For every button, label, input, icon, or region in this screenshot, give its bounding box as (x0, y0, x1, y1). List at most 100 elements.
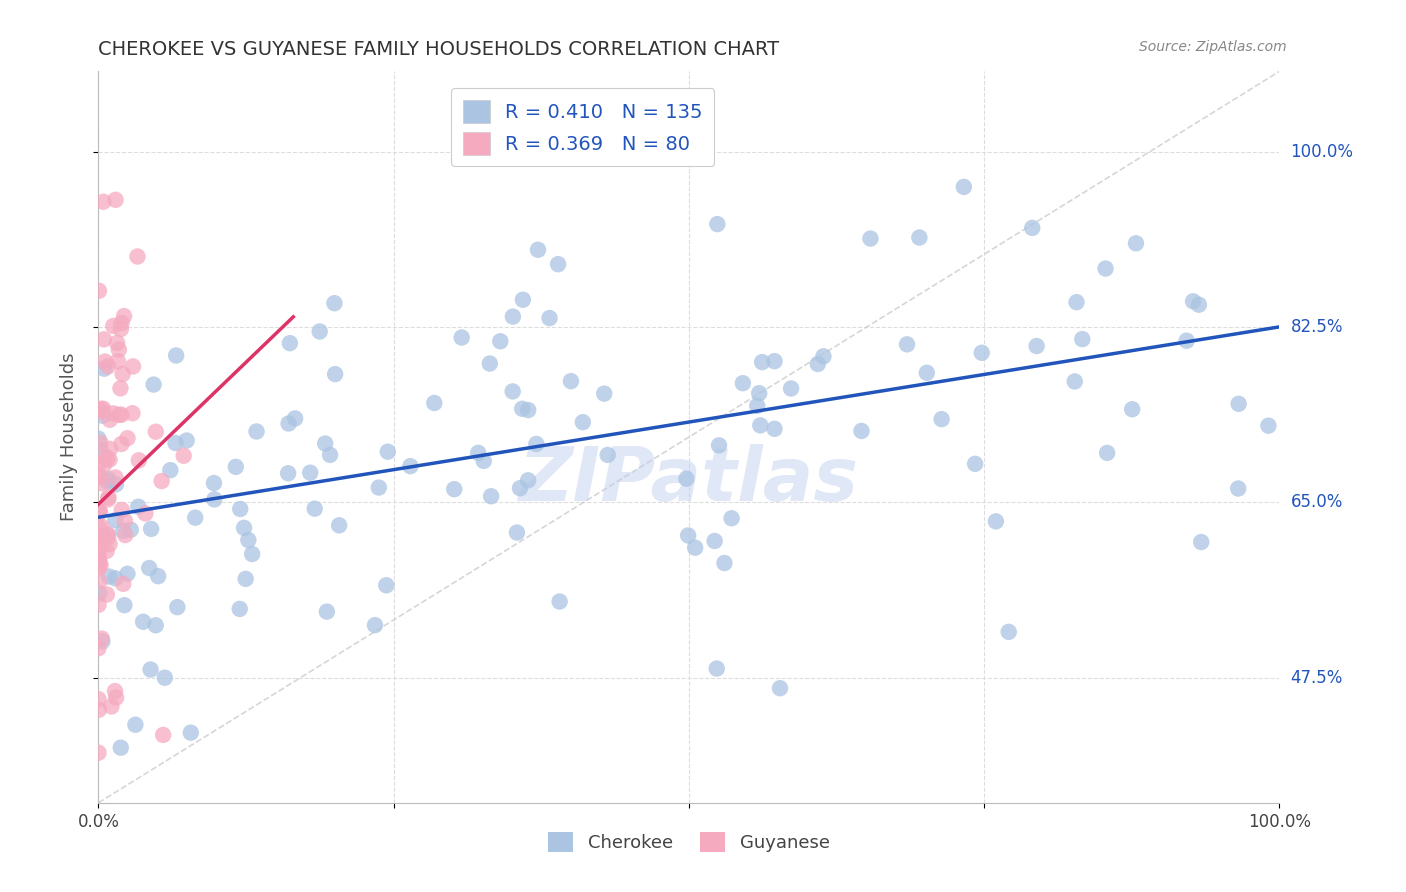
Point (859, 231, 882, 245)
Point (112, 309, 135, 323)
Point (89, 505, 111, 519)
Point (94, 450, 117, 464)
Point (683, 541, 706, 555)
Y-axis label: Family Households: Family Households (59, 353, 77, 521)
Point (675, 472, 697, 486)
Point (1063, 375, 1085, 389)
Point (572, 415, 595, 429)
Point (94, 354, 117, 368)
Point (502, 310, 524, 324)
Point (139, 522, 162, 536)
Point (128, 453, 150, 467)
Point (323, 296, 346, 310)
Point (139, 663, 162, 677)
Point (107, 354, 129, 368)
Point (152, 728, 174, 742)
Point (87, 549, 110, 563)
Point (235, 572, 257, 586)
Point (97, 490, 120, 504)
Point (89, 404, 111, 418)
Point (111, 316, 134, 330)
Point (707, 438, 730, 452)
Point (509, 481, 531, 495)
Point (134, 507, 156, 521)
Point (87, 692, 110, 706)
Point (813, 349, 835, 363)
Point (87, 458, 110, 472)
Point (124, 717, 146, 731)
Point (1025, 339, 1047, 353)
Point (89, 574, 111, 589)
Point (506, 525, 529, 540)
Point (467, 446, 489, 460)
Text: 47.5%: 47.5% (1291, 668, 1343, 687)
Point (375, 578, 398, 592)
Point (127, 250, 149, 264)
Point (104, 470, 127, 484)
Point (96, 474, 118, 488)
Point (517, 403, 540, 417)
Point (87, 284, 110, 298)
Point (1175, 334, 1198, 348)
Point (105, 335, 128, 350)
Point (98, 537, 121, 551)
Point (277, 417, 299, 431)
Point (747, 399, 769, 413)
Point (142, 377, 165, 392)
Point (96, 451, 118, 466)
Legend: Cherokee, Guyanese: Cherokee, Guyanese (541, 824, 837, 860)
Point (984, 514, 1007, 528)
Point (146, 569, 169, 583)
Point (122, 359, 145, 374)
Point (93, 332, 115, 346)
Point (970, 345, 993, 359)
Point (548, 594, 571, 608)
Point (110, 437, 132, 451)
Text: Source: ZipAtlas.com: Source: ZipAtlas.com (1139, 40, 1286, 54)
Point (713, 556, 735, 570)
Point (547, 257, 569, 271)
Point (184, 510, 207, 524)
Text: 65.0%: 65.0% (1291, 493, 1343, 511)
Point (104, 193, 127, 207)
Point (93, 194, 115, 209)
Text: 100.0%: 100.0% (1291, 143, 1354, 161)
Point (91, 634, 114, 648)
Point (593, 386, 616, 401)
Point (173, 449, 195, 463)
Point (225, 459, 247, 474)
Point (997, 624, 1019, 639)
Point (277, 467, 299, 481)
Point (132, 615, 155, 629)
Point (319, 448, 342, 462)
Point (87, 703, 110, 717)
Point (1066, 295, 1088, 310)
Point (1227, 482, 1250, 496)
Point (1094, 261, 1116, 276)
Point (763, 354, 786, 368)
Point (110, 408, 132, 422)
Text: 82.5%: 82.5% (1291, 318, 1343, 336)
Point (703, 534, 725, 549)
Point (512, 293, 534, 307)
Point (97, 492, 120, 507)
Point (111, 503, 134, 517)
Point (89, 503, 111, 517)
Point (1021, 221, 1043, 235)
Point (121, 406, 143, 420)
Point (233, 521, 256, 535)
Point (98, 413, 121, 427)
Point (90, 519, 112, 533)
Point (87, 529, 110, 543)
Point (104, 684, 127, 698)
Point (502, 384, 524, 399)
Point (489, 334, 512, 349)
Point (112, 524, 135, 538)
Point (110, 381, 132, 395)
Point (896, 337, 918, 351)
Point (117, 566, 139, 581)
Point (731, 376, 754, 391)
Point (112, 577, 135, 591)
Point (1071, 332, 1094, 346)
Point (104, 477, 127, 491)
